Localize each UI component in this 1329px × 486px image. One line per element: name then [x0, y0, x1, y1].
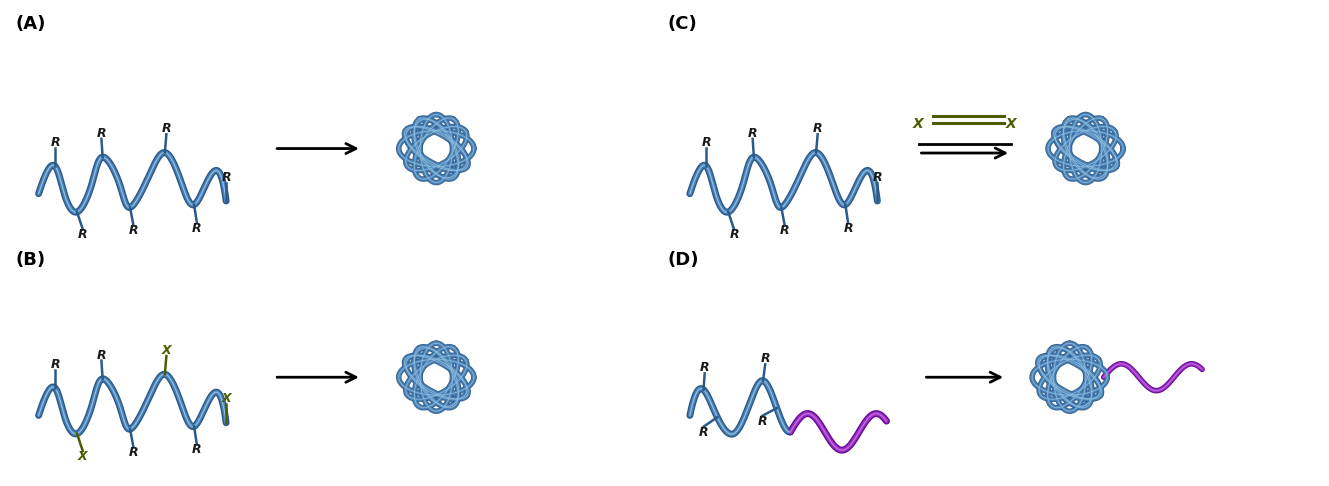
Text: R: R — [813, 122, 823, 135]
Text: R: R — [699, 426, 708, 438]
Text: R: R — [780, 225, 789, 237]
Text: X: X — [78, 450, 88, 463]
Text: R: R — [97, 348, 106, 362]
Text: R: R — [758, 415, 767, 428]
Text: R: R — [51, 136, 60, 149]
Text: X: X — [162, 344, 171, 357]
Text: R: R — [700, 362, 710, 374]
Text: (D): (D) — [668, 251, 699, 269]
Text: R: R — [129, 446, 138, 459]
Text: R: R — [129, 225, 138, 237]
Text: R: R — [51, 358, 60, 371]
Text: R: R — [748, 127, 758, 140]
Text: (C): (C) — [668, 15, 698, 34]
Text: R: R — [191, 443, 202, 456]
Text: R: R — [78, 228, 88, 242]
Text: R: R — [844, 222, 853, 235]
Text: R: R — [97, 127, 106, 140]
Text: R: R — [760, 352, 769, 365]
Text: R: R — [162, 122, 171, 135]
Text: R: R — [222, 171, 231, 184]
Text: X: X — [1006, 117, 1017, 131]
Text: R: R — [730, 228, 739, 242]
Text: (B): (B) — [16, 251, 47, 269]
Text: X: X — [222, 392, 231, 405]
Text: (A): (A) — [16, 15, 47, 34]
Text: R: R — [873, 171, 882, 184]
Text: X: X — [913, 117, 924, 131]
Text: R: R — [191, 222, 202, 235]
Text: R: R — [702, 136, 711, 149]
